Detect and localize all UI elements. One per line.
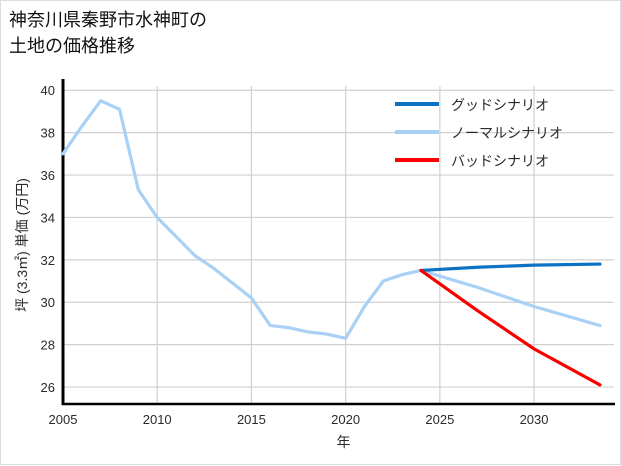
x-axis-tick-label: 2020 — [331, 412, 360, 427]
series-line-バッドシナリオ — [419, 268, 602, 387]
x-axis-tick-label: 2010 — [143, 412, 172, 427]
x-axis-tick-label: 2015 — [237, 412, 266, 427]
y-axis-tick-label: 32 — [41, 253, 55, 268]
x-axis-tick-label: 2005 — [49, 412, 78, 427]
y-axis-tick-label: 26 — [41, 380, 55, 395]
y-axis-tick-label: 34 — [41, 210, 55, 225]
y-axis-tick-label: 36 — [41, 168, 55, 183]
legend-label-0: グッドシナリオ — [451, 97, 549, 113]
y-axis-tick-label: 30 — [41, 295, 55, 310]
x-axis-tick-label: 2030 — [520, 412, 549, 427]
x-axis-tick-label: 2025 — [425, 412, 454, 427]
page-title: 神奈川県秦野市水神町の 土地の価格推移 — [9, 10, 207, 56]
y-axis-tick-label: 38 — [41, 126, 55, 141]
series-line-グッドシナリオ — [419, 262, 602, 273]
legend-label-1: ノーマルシナリオ — [451, 125, 563, 141]
y-axis-title: 坪 (3.3㎡) 単価 (万円) — [14, 178, 30, 312]
y-axis-tick-label: 28 — [41, 338, 55, 353]
legend-label-2: バッドシナリオ — [451, 153, 549, 169]
y-axis-tick-label: 40 — [41, 83, 55, 98]
series-line-ノーマルシナリオ — [61, 99, 602, 340]
x-axis-title: 年 — [337, 434, 351, 450]
